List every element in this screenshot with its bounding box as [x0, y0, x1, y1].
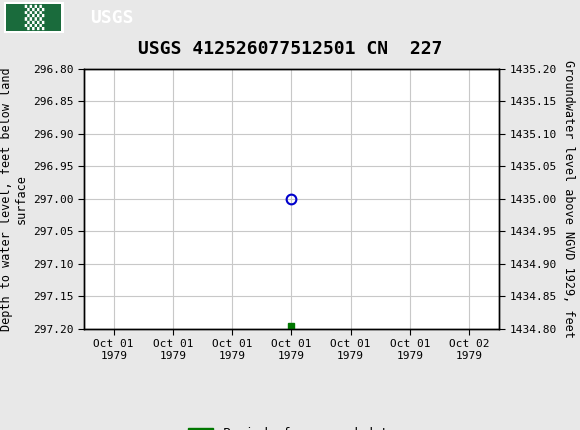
Text: USGS: USGS [90, 9, 133, 27]
Y-axis label: Groundwater level above NGVD 1929, feet: Groundwater level above NGVD 1929, feet [562, 60, 575, 338]
Legend: Period of approved data: Period of approved data [183, 422, 400, 430]
Text: USGS 412526077512501 CN  227: USGS 412526077512501 CN 227 [138, 40, 442, 58]
Bar [6, 4, 61, 31]
Y-axis label: Depth to water level, feet below land
surface: Depth to water level, feet below land su… [0, 67, 28, 331]
Text: ▒: ▒ [24, 5, 44, 31]
Bar [5, 3, 63, 32]
